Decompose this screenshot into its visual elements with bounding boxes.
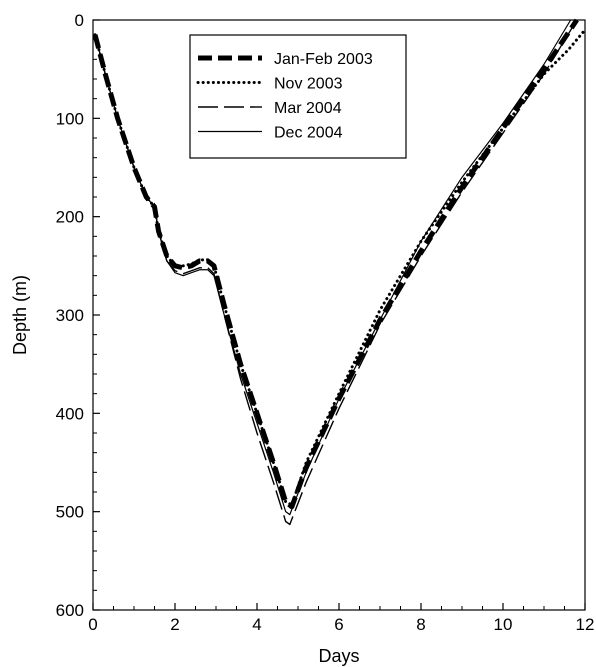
x-axis-ticks: 0 2 4 6 8 10 12 [88, 603, 594, 634]
x-tick-label: 6 [334, 615, 343, 634]
x-tick-label: 10 [494, 615, 513, 634]
y-tick-label: 300 [56, 306, 84, 325]
series-line-4 [94, 19, 572, 516]
legend-label: Dec 2004 [274, 125, 343, 142]
y-tick-label: 400 [56, 404, 84, 423]
x-axis-title: Days [318, 646, 359, 666]
series-layer [92, 18, 587, 526]
y-axis-title: Depth (m) [10, 275, 30, 355]
x-tick-label: 0 [88, 615, 97, 634]
y-tick-label: 0 [75, 11, 84, 30]
y-tick-label: 200 [56, 208, 84, 227]
legend-label: Mar 2004 [274, 100, 342, 117]
y-axis-ticks: 0 100 200 300 400 500 600 [56, 11, 100, 620]
series-line-1 [92, 18, 579, 510]
y-tick-label: 100 [56, 109, 84, 128]
legend-label: Jan-Feb 2003 [274, 51, 373, 68]
legend: Jan-Feb 2003 Nov 2003 Mar 2004 Dec 2004 [189, 34, 407, 159]
y-tick-label: 500 [56, 503, 84, 522]
x-tick-label: 8 [416, 615, 425, 634]
x-tick-label: 4 [252, 615, 261, 634]
legend-label: Nov 2003 [274, 76, 343, 93]
y-tick-label: 600 [56, 601, 84, 620]
x-tick-label: 2 [170, 615, 179, 634]
x-tick-label: 12 [576, 615, 595, 634]
